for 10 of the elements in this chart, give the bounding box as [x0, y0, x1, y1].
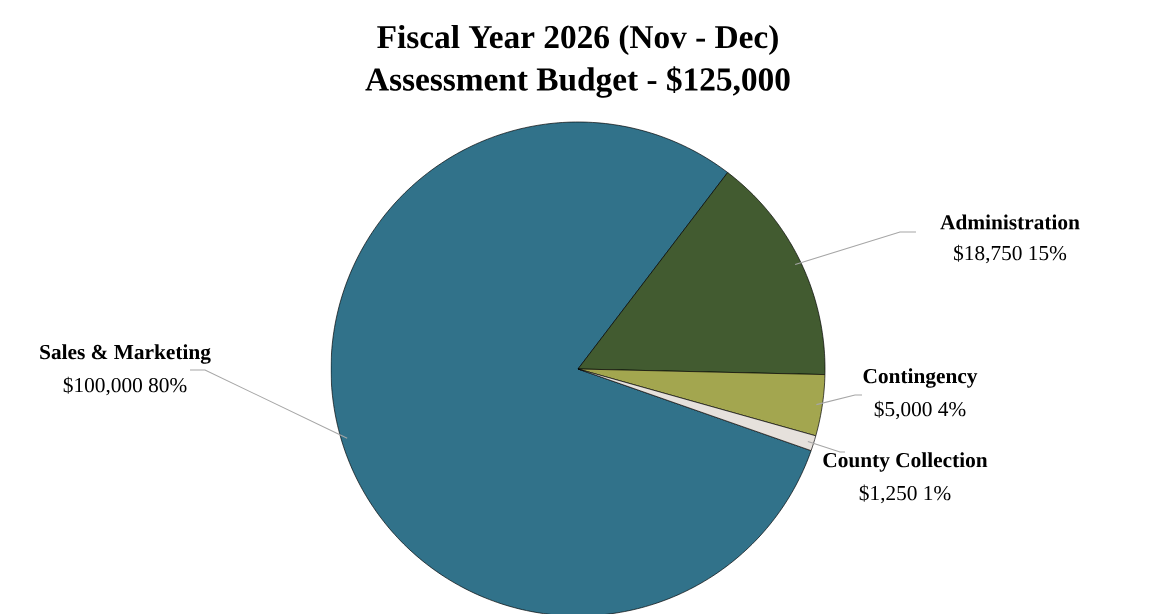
data-label: $100,000 80%	[63, 376, 187, 396]
data-label: $1,250 1%	[859, 484, 951, 504]
data-label: $18,750 15%	[954, 244, 1067, 264]
slice-label: Sales & Marketing	[40, 344, 211, 364]
chart-title: Fiscal Year 2026 (Nov - Dec)	[377, 24, 778, 56]
slice-label: Contingency	[863, 368, 978, 388]
slice-label: County Collection	[823, 452, 988, 472]
chart-subtitle: Assessment Budget - $125,000	[365, 66, 790, 98]
slice-label: Administration	[940, 214, 1080, 230]
data-label: $5,000 4%	[874, 400, 966, 420]
